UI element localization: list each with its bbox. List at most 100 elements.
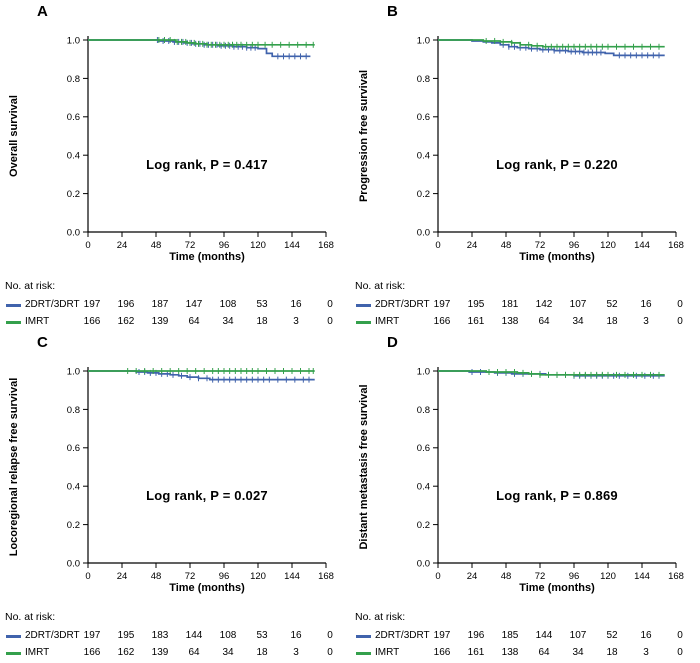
risk-count: 53 [256,630,268,641]
svg-text:0.0: 0.0 [417,227,430,238]
risk-row-imrt: IMRT 166 162 139 64 34 18 3 0 [0,315,350,330]
svg-text:120: 120 [250,240,266,251]
risk-count: 18 [256,647,268,658]
risk-count: 142 [535,299,553,310]
risk-count: 64 [538,647,550,658]
risk-count: 139 [151,647,169,658]
risk-count: 34 [222,316,234,327]
risk-count: 138 [501,316,519,327]
svg-text:144: 144 [634,240,650,251]
risk-count: 197 [433,299,451,310]
svg-text:48: 48 [151,240,162,251]
risk-count: 64 [188,647,200,658]
panel-progression-free-survival: B Progression free survival 0 24 48 72 96 120… [350,0,700,331]
risk-count: 0 [327,630,333,641]
risk-count: 144 [535,630,553,641]
log-rank-p-value: Log rank, P = 0.869 [496,488,618,503]
svg-text:0.6: 0.6 [67,112,80,123]
risk-count: 138 [501,647,519,658]
panel-locoregional-relapse-free-survival: C Locoregional relapse free survival 0 24… [0,331,350,662]
svg-text:168: 168 [668,571,684,582]
risk-count: 18 [606,316,618,327]
svg-text:24: 24 [467,240,478,251]
svg-text:72: 72 [185,240,196,251]
km-plot-a: 0 24 48 72 96 120 144 168 0.0 0.2 0.4 0.6 0.8 1.0 [67,35,334,251]
series-name: 2DRT/3DRT [25,630,80,641]
risk-count: 34 [572,316,584,327]
km-plot-d: 0 24 48 72 96 120 144 168 0.0 0.2 0.4 0.6 0.8 1.0 [417,366,684,582]
risk-count: 197 [433,630,451,641]
risk-table-label: No. at risk: [355,280,406,292]
risk-row-imrt: IMRT 166 162 139 64 34 18 3 0 [0,646,350,661]
risk-count: 16 [290,299,302,310]
risk-count: 0 [327,316,333,327]
risk-count: 181 [501,299,519,310]
risk-count: 0 [677,647,683,658]
svg-text:0.0: 0.0 [417,558,430,569]
svg-text:168: 168 [318,571,334,582]
risk-count: 52 [606,299,618,310]
svg-text:0: 0 [85,571,90,582]
risk-count: 3 [643,647,649,658]
svg-text:0: 0 [435,571,440,582]
risk-count: 147 [185,299,203,310]
svg-text:144: 144 [284,240,300,251]
svg-text:168: 168 [668,240,684,251]
risk-count: 196 [467,630,485,641]
risk-count: 107 [569,299,587,310]
risk-count: 53 [256,299,268,310]
svg-text:120: 120 [250,571,266,582]
series-name: 2DRT/3DRT [25,299,80,310]
risk-count: 18 [606,647,618,658]
svg-text:0.8: 0.8 [417,74,430,85]
svg-text:96: 96 [569,571,580,582]
risk-count: 195 [467,299,485,310]
legend-line-imrt [6,652,21,655]
risk-count: 197 [83,630,101,641]
risk-count: 195 [117,630,135,641]
km-plot-c: 0 24 48 72 96 120 144 168 0.0 0.2 0.4 0.6 0.8 1.0 [67,366,334,582]
panel-letter-d: D [387,334,398,351]
risk-count: 185 [501,630,519,641]
risk-count: 162 [117,316,135,327]
panel-overall-survival: A Overall survival 0 24 48 72 96 120 144 168 0.0… [0,0,350,331]
panel-distant-metastasis-free-survival: D Distant metastasis free survival 0 24 48… [350,331,700,662]
svg-text:0: 0 [435,240,440,251]
svg-text:96: 96 [219,240,230,251]
x-axis-title: Time (months) [169,251,245,263]
svg-text:0.6: 0.6 [417,112,430,123]
risk-count: 3 [293,647,299,658]
risk-count: 16 [640,630,652,641]
x-axis-title: Time (months) [519,582,595,594]
svg-text:0.2: 0.2 [67,520,80,531]
risk-count: 196 [117,299,135,310]
risk-count: 3 [293,316,299,327]
risk-count: 161 [467,316,485,327]
risk-count: 0 [327,299,333,310]
svg-text:0: 0 [85,240,90,251]
risk-count: 166 [433,647,451,658]
risk-count: 144 [185,630,203,641]
legend-line-imrt [356,321,371,324]
svg-text:0.2: 0.2 [417,520,430,531]
svg-text:0.0: 0.0 [67,227,80,238]
svg-text:1.0: 1.0 [67,35,80,46]
legend-line-imrt [6,321,21,324]
km-plot-b: 0 24 48 72 96 120 144 168 0.0 0.2 0.4 0.6 0.8 1.0 [417,35,684,251]
svg-text:96: 96 [569,240,580,251]
svg-text:24: 24 [117,571,128,582]
risk-count: 162 [117,647,135,658]
risk-table-label: No. at risk: [5,280,56,292]
risk-count: 0 [677,299,683,310]
svg-text:120: 120 [600,571,616,582]
svg-text:0.6: 0.6 [417,443,430,454]
risk-count: 0 [327,647,333,658]
svg-text:120: 120 [600,240,616,251]
legend-line-2drt3drt [356,635,371,638]
risk-count: 187 [151,299,169,310]
risk-count: 166 [83,316,101,327]
risk-count: 16 [640,299,652,310]
risk-row-2drt3drt: 2DRT/3DRT 197 195 183 144 108 53 16 0 [0,629,350,644]
risk-count: 16 [290,630,302,641]
